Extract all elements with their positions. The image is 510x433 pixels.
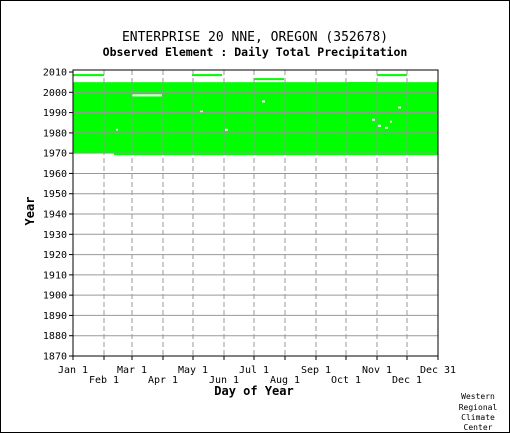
coverage-block-3 — [73, 74, 104, 77]
y-tick-label-1880: 1880 — [43, 331, 67, 342]
x-tick-label-bottom-2: Jun 1 — [209, 375, 239, 386]
x-tick-label-bottom-4: Oct 1 — [331, 375, 361, 386]
coverage-block-5 — [377, 74, 407, 77]
credit-line-3: Climate — [461, 413, 495, 422]
credit-block: Western Regional Climate Center — [459, 392, 498, 432]
x-tick-label-top-2: May 1 — [178, 365, 208, 376]
y-axis-label: Year — [23, 197, 37, 226]
x-tick-label-top-0: Jan 1 — [58, 365, 88, 376]
coverage-block-8 — [320, 86, 345, 89]
y-tick-label-1960: 1960 — [43, 169, 67, 180]
y-tick-label-1910: 1910 — [43, 270, 67, 281]
y-tick-label-1890: 1890 — [43, 311, 67, 322]
chart-subtitle: Observed Element : Daily Total Precipita… — [103, 45, 408, 59]
x-tick-label-bottom-3: Aug 1 — [270, 375, 300, 386]
missing-gap-1 — [116, 128, 118, 131]
coverage-block-7 — [254, 78, 284, 81]
missing-gap-4 — [262, 100, 265, 103]
y-tick-label-1980: 1980 — [43, 128, 67, 139]
coverage-block-1 — [114, 82, 132, 156]
credit-line-1: Western — [461, 392, 495, 401]
y-tick-label-1930: 1930 — [43, 230, 67, 241]
missing-gap-9 — [398, 106, 401, 109]
coverage-block-0 — [73, 82, 114, 154]
missing-gap-0 — [132, 94, 162, 97]
y-tick-label-2000: 2000 — [43, 88, 67, 99]
missing-gap-5 — [372, 118, 375, 121]
x-tick-label-top-6: Dec 31 — [420, 365, 456, 376]
x-tick-label-top-5: Nov 1 — [362, 365, 392, 376]
missing-gap-7 — [385, 126, 388, 129]
y-tick-label-1970: 1970 — [43, 149, 67, 160]
x-tick-label-bottom-0: Feb 1 — [89, 375, 119, 386]
y-tick-label-1870: 1870 — [43, 352, 67, 363]
credit-line-2: Regional — [459, 403, 498, 412]
plot-border — [72, 69, 439, 357]
x-tick-label-top-4: Sep 1 — [301, 365, 331, 376]
chart-title: ENTERPRISE 20 NNE, OREGON (352678) — [122, 30, 388, 45]
axis-ticks: 2010 2000 1990 1980 1970 1960 1950 1940 1930 1920… — [43, 68, 456, 386]
x-tick-label-bottom-1: Apr 1 — [148, 375, 178, 386]
coverage-block-9 — [347, 82, 377, 85]
missing-gap-3 — [225, 128, 228, 131]
y-tick-label-1950: 1950 — [43, 189, 67, 200]
plot-area — [73, 70, 438, 356]
coverage-block-4 — [192, 74, 222, 77]
x-tick-label-bottom-5: Dec 1 — [392, 375, 422, 386]
missing-gap-8 — [390, 120, 392, 123]
y-tick-label-2010: 2010 — [43, 68, 67, 79]
credit-line-4: Center — [464, 423, 493, 432]
x-tick-label-top-3: Jul 1 — [239, 365, 269, 376]
missing-gap-2 — [200, 110, 203, 113]
missing-gap-6 — [378, 124, 381, 127]
x-axis-label: Day of Year — [214, 384, 293, 398]
y-tick-label-1990: 1990 — [43, 108, 67, 119]
y-tick-label-1940: 1940 — [43, 210, 67, 221]
coverage-block-10 — [407, 84, 438, 87]
x-tick-label-top-1: Mar 1 — [117, 365, 147, 376]
y-tick-label-1920: 1920 — [43, 250, 67, 261]
y-tick-label-1900: 1900 — [43, 291, 67, 302]
coverage-block-6 — [194, 84, 223, 87]
